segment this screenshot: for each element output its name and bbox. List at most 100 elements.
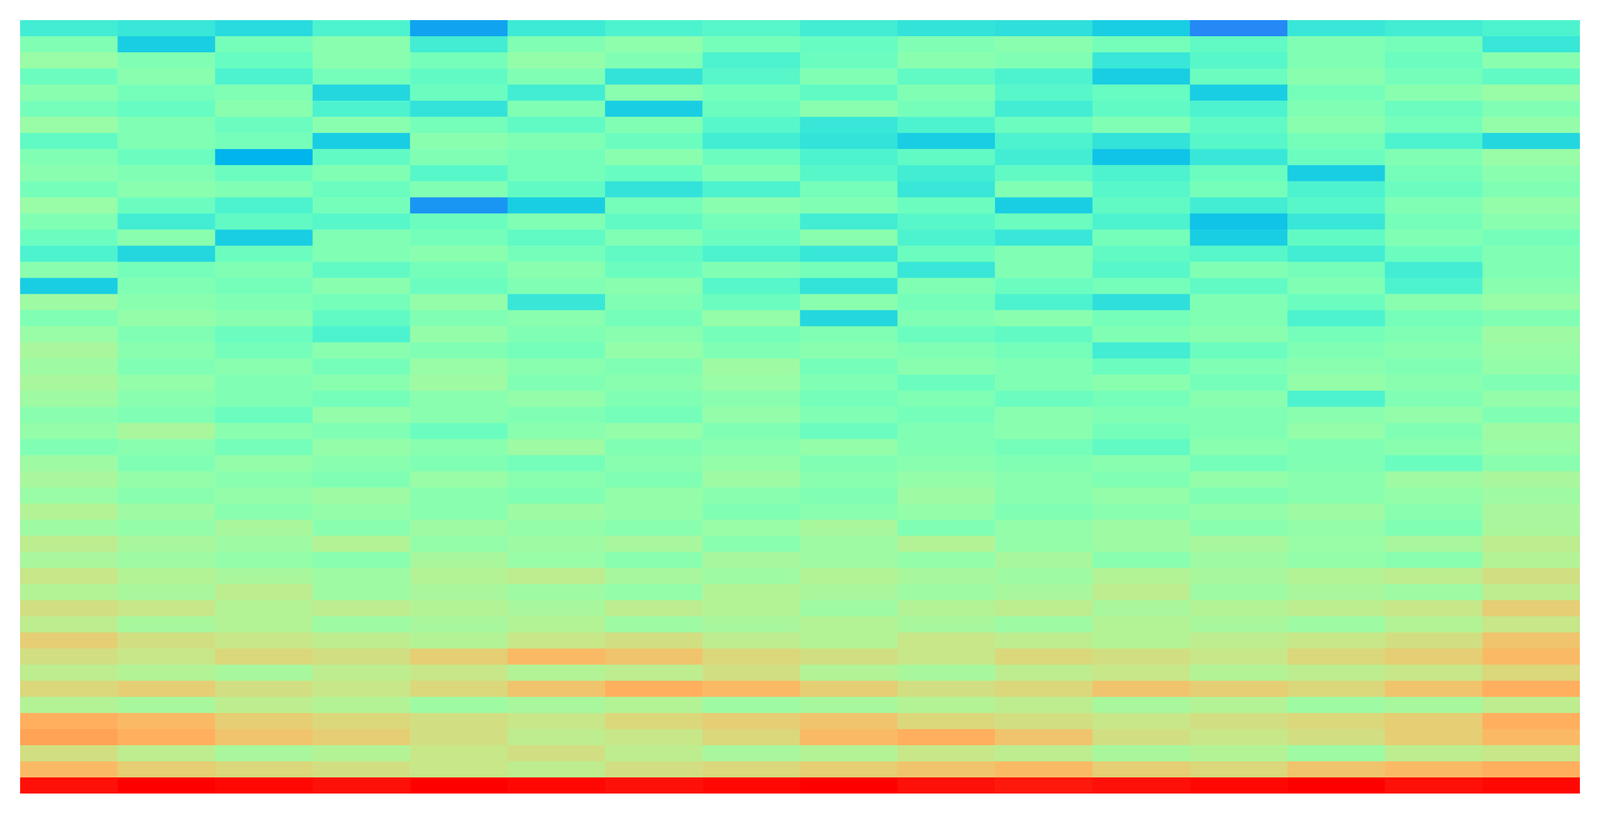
heatmap-cell: [1482, 20, 1580, 37]
heatmap-cell: [702, 777, 801, 794]
heatmap-cell: [312, 213, 411, 231]
heatmap-cell: [605, 536, 704, 553]
heatmap-cell: [897, 52, 996, 70]
heatmap-cell: [1384, 616, 1483, 634]
heatmap-cell: [1384, 487, 1483, 505]
heatmap-cell: [994, 390, 1093, 408]
heatmap-cell: [1482, 503, 1580, 521]
heatmap-cell: [1482, 165, 1580, 182]
heatmap-cell: [800, 132, 899, 150]
heatmap-cell: [1190, 536, 1289, 553]
heatmap-cell: [1482, 36, 1580, 53]
heatmap-cell: [507, 68, 606, 86]
heatmap-cell: [1092, 745, 1191, 763]
heatmap-cell: [1384, 423, 1483, 441]
heatmap-cell: [605, 439, 704, 457]
heatmap-cell: [20, 36, 119, 53]
heatmap-cell: [1384, 20, 1483, 37]
heatmap-cell: [897, 116, 996, 134]
heatmap-cell: [20, 358, 119, 376]
heatmap-cell: [897, 664, 996, 682]
heatmap-cell: [1287, 68, 1386, 86]
heatmap-cell: [1190, 342, 1289, 359]
heatmap-cell: [605, 148, 704, 166]
heatmap-cell: [605, 261, 704, 279]
heatmap-cell: [1190, 568, 1289, 585]
heatmap-cell: [605, 132, 704, 150]
heatmap-cell: [994, 745, 1093, 763]
heatmap-cell: [215, 552, 314, 569]
heatmap-cell: [312, 680, 411, 698]
heatmap-cell: [605, 664, 704, 682]
heatmap-cell: [1190, 326, 1289, 343]
heatmap-cell: [1190, 116, 1289, 134]
heatmap-cell: [897, 277, 996, 295]
heatmap-cell: [1482, 197, 1580, 215]
heatmap-cell: [1190, 648, 1289, 666]
heatmap-cell: [20, 648, 119, 666]
heatmap-cell: [605, 423, 704, 441]
heatmap-cell: [800, 100, 899, 118]
heatmap-cell: [507, 132, 606, 150]
heatmap-cell: [507, 293, 606, 311]
heatmap-cell: [1092, 423, 1191, 441]
heatmap-cell: [1384, 503, 1483, 521]
heatmap-cell: [507, 277, 606, 295]
heatmap-cell: [20, 664, 119, 682]
heatmap-cell: [1287, 52, 1386, 70]
heatmap-cell: [1190, 358, 1289, 376]
heatmap-cell: [994, 423, 1093, 441]
heatmap-cell: [800, 197, 899, 215]
heatmap-cell: [20, 536, 119, 553]
heatmap-cell: [994, 439, 1093, 457]
heatmap-cell: [702, 552, 801, 569]
heatmap-cell: [507, 745, 606, 763]
heatmap-cell: [117, 165, 216, 182]
heatmap-cell: [1190, 487, 1289, 505]
heatmap-cell: [994, 326, 1093, 343]
heatmap-cell: [1092, 729, 1191, 746]
heatmap-cell: [117, 309, 216, 327]
heatmap-cell: [800, 261, 899, 279]
heatmap-cell: [1287, 471, 1386, 489]
heatmap-cell: [800, 713, 899, 730]
heatmap-cell: [1092, 84, 1191, 102]
heatmap-cell: [1190, 471, 1289, 489]
heatmap-cell: [117, 777, 216, 794]
heatmap-cell: [1190, 213, 1289, 231]
heatmap-cell: [1287, 680, 1386, 698]
heatmap-cell: [1384, 761, 1483, 779]
heatmap-cell: [1287, 761, 1386, 779]
heatmap-cell: [800, 245, 899, 263]
heatmap-cell: [605, 197, 704, 215]
heatmap-cell: [409, 616, 508, 634]
heatmap-cell: [702, 132, 801, 150]
heatmap-cell: [117, 503, 216, 521]
heatmap-cell: [1482, 309, 1580, 327]
heatmap-cell: [117, 584, 216, 602]
heatmap-cell: [1092, 20, 1191, 37]
heatmap-cell: [1092, 390, 1191, 408]
heatmap-cell: [1287, 229, 1386, 247]
heatmap-cell: [117, 616, 216, 634]
heatmap-cell: [20, 213, 119, 231]
heatmap-cell: [1190, 664, 1289, 682]
heatmap-cell: [800, 293, 899, 311]
heatmap-cell: [702, 503, 801, 521]
heatmap-cell: [1384, 326, 1483, 343]
heatmap-cell: [1092, 326, 1191, 343]
heatmap-cell: [409, 213, 508, 231]
heatmap-cell: [20, 326, 119, 343]
heatmap-cell: [897, 309, 996, 327]
heatmap-cell: [1384, 165, 1483, 182]
heatmap-cell: [800, 374, 899, 392]
heatmap-cell: [800, 697, 899, 714]
heatmap-cell: [1190, 680, 1289, 698]
heatmap-cell: [702, 648, 801, 666]
heatmap-cell: [800, 503, 899, 521]
heatmap-cell: [312, 277, 411, 295]
heatmap-cell: [1190, 68, 1289, 86]
heatmap-cell: [20, 165, 119, 182]
heatmap-cell: [117, 181, 216, 198]
heatmap-cell: [409, 390, 508, 408]
